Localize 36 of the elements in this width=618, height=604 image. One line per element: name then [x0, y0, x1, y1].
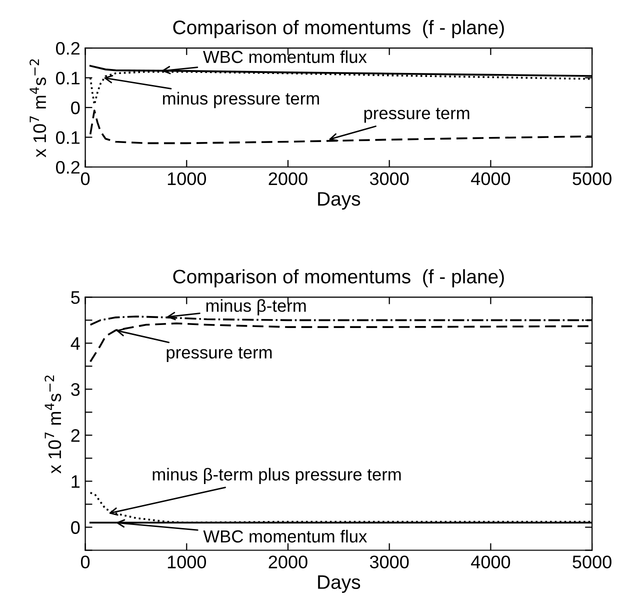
y-tick-label: 0.1: [56, 72, 80, 84]
chart-title: Comparison of momentums (f - plane): [173, 269, 504, 288]
annotation: WBC momentum flux: [203, 530, 367, 543]
x-tick-label: 0: [80, 172, 90, 186]
annotation: minus pressure term: [163, 92, 319, 108]
x-tick-label: 1000: [168, 172, 206, 186]
x-tick-label: 0: [80, 556, 90, 568]
y-tick-label: 0.2: [56, 160, 80, 174]
y-tick-label: 3: [71, 383, 80, 396]
x-tick-label: 3000: [370, 172, 409, 186]
y-tick-label: 0.1: [56, 131, 80, 144]
chart-title: Comparison of momentums (f - plane): [173, 20, 504, 38]
annotation: pressure term: [364, 108, 470, 123]
y-tick-label: 0: [71, 521, 80, 534]
y-tick-label: 2: [71, 429, 80, 442]
annotation: pressure term: [166, 347, 272, 362]
y-tick-label: 0: [71, 101, 80, 114]
x-tick-label: 3000: [370, 556, 409, 568]
x-tick-label: 2000: [268, 556, 308, 568]
x-axis-title: Days: [318, 192, 360, 210]
x-tick-label: 5000: [572, 556, 612, 568]
x-tick-label: 2000: [268, 172, 308, 186]
y-axis-title: x 10$^{7}$ m$^{4}$s$^{−2}$: [30, 59, 46, 158]
x-tick-label: 4000: [471, 172, 510, 186]
x-axis-title: Days: [318, 575, 360, 593]
y-tick-label: 1: [72, 475, 80, 488]
y-tick-label: 0.2: [56, 42, 80, 55]
y-tick-label: 5: [71, 291, 80, 304]
x-tick-label: 5000: [572, 172, 612, 186]
annotation: minus β-term: [206, 299, 306, 316]
y-tick-label: 4: [70, 337, 80, 350]
annotation: minus β-term plus pressure term: [152, 468, 401, 484]
x-tick-label: 4000: [471, 556, 510, 568]
x-tick-label: 1000: [168, 556, 206, 568]
annotation: WBC momentum flux: [203, 50, 367, 64]
y-axis-title: x 10$^{7}$ m$^{4}$s$^{−2}$: [44, 376, 62, 474]
